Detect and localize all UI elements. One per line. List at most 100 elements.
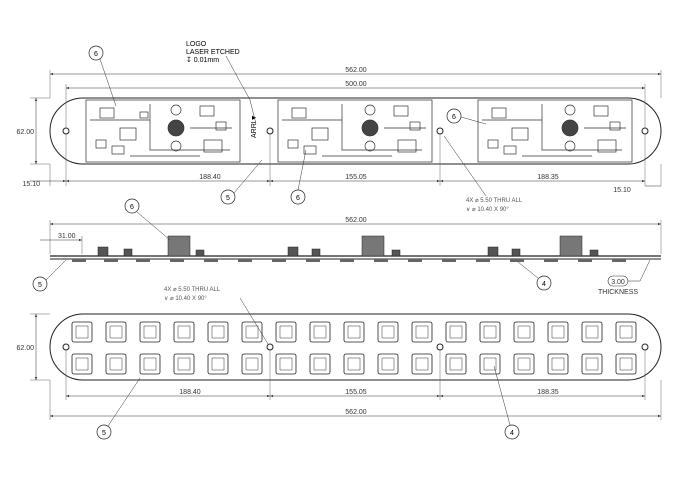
led-pad	[106, 322, 126, 342]
svg-text:6: 6	[94, 51, 98, 58]
mount-hole	[267, 344, 273, 350]
led-pad	[480, 322, 500, 342]
led-pad-inner	[280, 358, 292, 370]
mount-hole	[642, 344, 648, 350]
mount-hole	[267, 128, 273, 134]
led-pad	[480, 354, 500, 374]
led-pad	[174, 354, 194, 374]
dim-bottom-segments: 188.40 155.05 188.35	[66, 350, 645, 400]
led-pad	[242, 322, 262, 342]
led-pad	[446, 322, 466, 342]
led-pad-inner	[110, 358, 122, 370]
svg-text:6: 6	[452, 114, 456, 121]
led-pad-inner	[586, 358, 598, 370]
balloon: 6	[89, 46, 116, 106]
led-pad	[514, 322, 534, 342]
dim-text: 31.00	[58, 233, 76, 240]
led-pad	[378, 322, 398, 342]
dim-text: 188.35	[537, 174, 559, 181]
dim-text: 155.05	[345, 389, 367, 396]
dim-text: 562.00	[345, 409, 367, 416]
led-pad	[140, 322, 160, 342]
led-pad-inner	[450, 358, 462, 370]
led-pad	[174, 322, 194, 342]
led-pad	[514, 354, 534, 374]
led-pad	[310, 322, 330, 342]
dim-text: 500.00	[345, 81, 367, 88]
led-pad-inner	[178, 358, 190, 370]
led-pad-inner	[518, 326, 530, 338]
svg-text:5: 5	[102, 430, 106, 437]
led-pad-inner	[314, 326, 326, 338]
dim-text: 562.00	[345, 217, 367, 224]
led-pad	[242, 354, 262, 374]
svg-text:5: 5	[38, 282, 42, 289]
thickness-callout: 3.00 THICKNESS	[598, 260, 650, 296]
balloon: 6	[291, 150, 306, 204]
svg-text:6: 6	[296, 195, 300, 202]
led-pad-inner	[416, 358, 428, 370]
dim-side-offset: 31.00	[40, 233, 82, 254]
led-pad	[310, 354, 330, 374]
side-view: 562.00 31.00 3.00 THICKNESS 6 5 4	[33, 199, 661, 296]
dim-height: 62.00	[16, 98, 50, 164]
led-pad	[616, 354, 636, 374]
led-pad	[582, 322, 602, 342]
led-pad	[208, 322, 228, 342]
dim-text: 188.40	[199, 174, 221, 181]
led-pad-inner	[348, 358, 360, 370]
led-pad-inner	[212, 326, 224, 338]
led-pad-inner	[212, 358, 224, 370]
hole-note-bottom: 4X ⌀ 5.50 THRU ALL ∨ ⌀ 10.40 X 90°	[164, 287, 268, 344]
dim-bottom-overall: 562.00	[50, 380, 661, 420]
led-pad-inner	[586, 326, 598, 338]
balloon: 4	[518, 262, 551, 290]
note-line: 4X ⌀ 5.50 THRU ALL	[164, 287, 221, 293]
dim-text: 62.00	[16, 129, 34, 136]
mount-hole	[437, 344, 443, 350]
led-pad	[548, 354, 568, 374]
led-pad	[140, 354, 160, 374]
led-pad-inner	[246, 358, 258, 370]
dim-text: 562.00	[345, 67, 367, 74]
mount-hole	[63, 344, 69, 350]
dim-text: 62.00	[16, 345, 34, 352]
logo-note: LOGO LASER ETCHED ↧ 0.01mm	[186, 41, 256, 124]
led-pad	[208, 354, 228, 374]
led-grid	[72, 322, 636, 374]
balloon: 5	[33, 260, 66, 291]
led-pad-inner	[314, 358, 326, 370]
led-pad-inner	[144, 358, 156, 370]
mount-hole	[63, 128, 69, 134]
bottom-view: 4X ⌀ 5.50 THRU ALL ∨ ⌀ 10.40 X 90° 62.00…	[16, 287, 661, 439]
led-pad	[276, 322, 296, 342]
circuit-block-1: ARRI▼	[86, 100, 258, 162]
led-pad	[582, 354, 602, 374]
circuit-block-3	[478, 100, 632, 162]
dim-text: 15.10	[613, 187, 631, 194]
svg-text:6: 6	[130, 204, 134, 211]
balloon: 4	[494, 366, 519, 439]
led-pad	[72, 322, 92, 342]
note-line: ∨ ⌀ 10.40 X 90°	[466, 207, 509, 213]
led-pad-inner	[552, 358, 564, 370]
svg-text:5: 5	[226, 195, 230, 202]
dim-text: 188.35	[537, 389, 559, 396]
led-pad-inner	[450, 326, 462, 338]
led-pad	[446, 354, 466, 374]
note-line: LASER ETCHED	[186, 49, 240, 56]
balloon: 6	[447, 109, 486, 124]
led-pad-inner	[382, 326, 394, 338]
balloon: 5	[221, 160, 262, 204]
led-pad-inner	[416, 326, 428, 338]
note-line: LOGO	[186, 41, 207, 48]
note-line: ↧ 0.01mm	[186, 56, 219, 64]
led-pad-inner	[110, 326, 122, 338]
led-pad-inner	[484, 326, 496, 338]
led-pad	[378, 354, 398, 374]
led-pad-inner	[518, 358, 530, 370]
hole-note-top: 4X ⌀ 5.50 THRU ALL ∨ ⌀ 10.40 X 90°	[444, 136, 523, 213]
led-pad	[72, 354, 92, 374]
note-line: 4X ⌀ 5.50 THRU ALL	[466, 198, 523, 204]
